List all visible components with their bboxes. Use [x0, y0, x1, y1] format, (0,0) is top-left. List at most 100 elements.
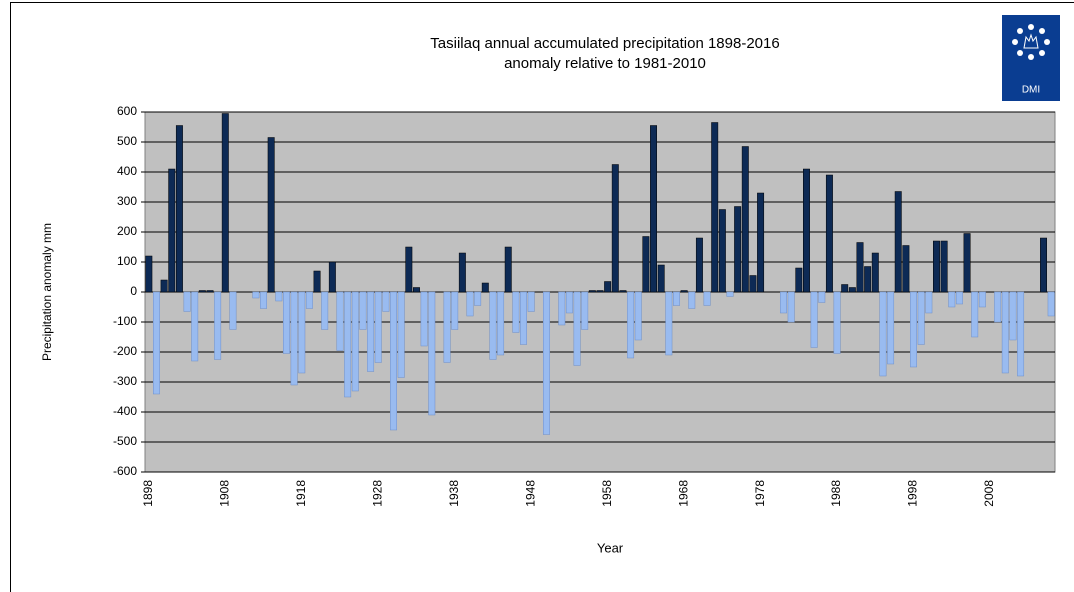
bar	[214, 291, 222, 360]
bar	[871, 252, 879, 293]
bar	[367, 291, 375, 372]
bar	[405, 246, 413, 293]
bar	[619, 290, 627, 293]
bar	[298, 291, 306, 374]
bar	[757, 192, 765, 293]
y-tick-label: -500	[113, 434, 137, 448]
logo-text: DMI	[1022, 85, 1040, 96]
bar	[596, 290, 604, 293]
bar	[275, 291, 283, 302]
bar	[955, 291, 963, 305]
bar	[283, 291, 290, 354]
bar	[458, 252, 466, 293]
bar	[933, 240, 940, 293]
bar	[894, 191, 902, 293]
y-tick-label: 200	[117, 224, 137, 238]
y-tick-label: 300	[117, 194, 137, 208]
bar	[948, 291, 956, 308]
bar	[397, 291, 405, 378]
bar	[382, 291, 390, 312]
bar	[344, 291, 352, 398]
bar	[359, 291, 367, 330]
bar	[497, 291, 505, 356]
bar	[879, 291, 887, 377]
bar	[695, 237, 703, 293]
bar	[443, 291, 451, 363]
x-tick-label: 1938	[447, 480, 461, 507]
bar	[688, 291, 696, 309]
bar	[825, 174, 833, 293]
bar	[833, 291, 841, 354]
bar	[336, 291, 344, 351]
bar	[313, 270, 321, 293]
bar	[267, 137, 275, 293]
x-tick-label: 1948	[523, 480, 537, 507]
bar	[543, 291, 550, 435]
x-tick-label: 1898	[141, 480, 155, 507]
x-tick-label: 1998	[906, 480, 920, 507]
chart-border	[10, 2, 1074, 592]
bar	[206, 290, 214, 293]
bar	[971, 291, 979, 338]
bar	[604, 281, 612, 293]
y-tick-label: -100	[113, 314, 137, 328]
bar	[856, 242, 864, 293]
bar	[818, 291, 826, 303]
bar	[925, 291, 933, 314]
bar	[864, 266, 872, 293]
bar	[963, 233, 971, 293]
bar	[390, 291, 397, 431]
bar	[321, 291, 329, 330]
bar	[198, 290, 206, 293]
bar	[1040, 237, 1047, 293]
bar	[252, 291, 260, 299]
bar	[466, 291, 474, 317]
bar	[810, 291, 818, 348]
y-tick-label: -400	[113, 404, 137, 418]
bar	[520, 291, 527, 345]
bar	[573, 291, 581, 366]
chart-subtitle: anomaly relative to 1981-2010	[504, 55, 706, 72]
bar	[168, 168, 176, 293]
bar	[611, 164, 619, 293]
bar	[665, 291, 673, 356]
bar	[588, 290, 596, 293]
bar	[581, 291, 589, 330]
y-tick-label: 400	[117, 164, 137, 178]
x-tick-label: 1908	[217, 480, 231, 507]
logo-dots	[1012, 24, 1050, 60]
bar	[917, 291, 925, 345]
bar	[221, 113, 229, 293]
x-axis-label: Year	[597, 540, 624, 555]
bar	[183, 291, 191, 312]
bar	[887, 291, 895, 365]
bar	[627, 291, 635, 359]
bar	[841, 284, 849, 293]
bar	[726, 291, 734, 297]
bar	[848, 287, 856, 293]
bar	[328, 261, 336, 293]
bar	[910, 291, 917, 368]
bar	[673, 291, 680, 306]
bar	[260, 291, 267, 309]
chart-title: Tasiilaq annual accumulated precipitatio…	[430, 35, 779, 52]
bar	[940, 240, 948, 293]
bar	[420, 291, 428, 347]
bar	[780, 291, 787, 314]
y-tick-label: -200	[113, 344, 137, 358]
bar	[650, 125, 657, 293]
bar	[734, 206, 742, 293]
bar	[305, 291, 313, 309]
bar	[474, 291, 482, 306]
bar	[1047, 291, 1055, 317]
bar	[175, 125, 183, 293]
bar	[657, 264, 665, 293]
bar	[803, 168, 810, 293]
bar	[642, 236, 650, 293]
bar	[1009, 291, 1017, 341]
y-tick-label: -300	[113, 374, 137, 388]
bar	[481, 282, 489, 293]
bar	[489, 291, 497, 360]
bar	[351, 291, 359, 392]
